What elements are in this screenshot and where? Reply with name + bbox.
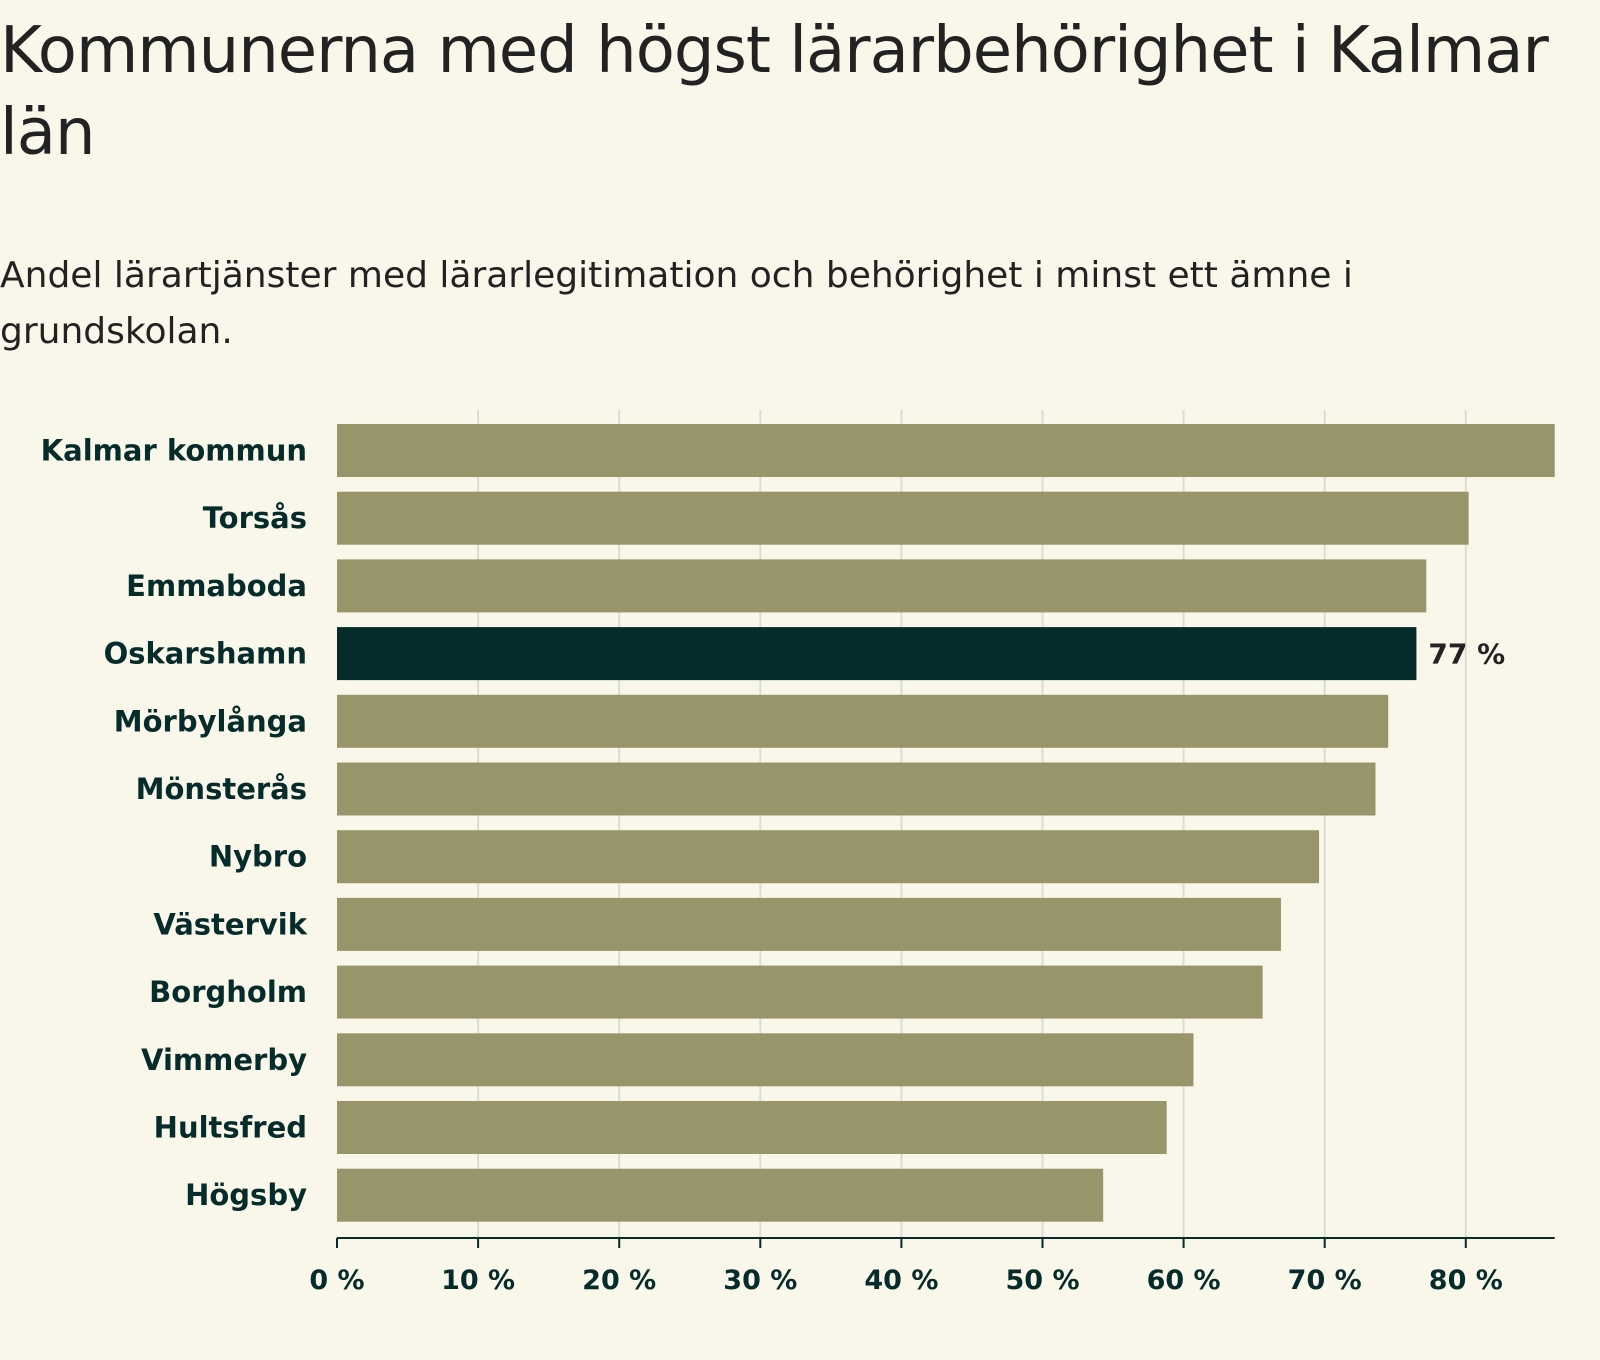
bar	[337, 965, 1263, 1019]
chart-title: Kommunerna med högst lärarbehörighet i K…	[0, 14, 1549, 170]
category-label: Vimmerby	[141, 1043, 307, 1077]
category-label: Hultsfred	[154, 1111, 307, 1145]
category-label: Emmaboda	[126, 569, 307, 603]
bar-highlight	[337, 627, 1417, 681]
x-tick-label: 50 %	[1005, 1265, 1079, 1296]
x-tick-label: 80 %	[1429, 1265, 1503, 1296]
category-label: Borgholm	[149, 975, 307, 1009]
category-label: Oskarshamn	[104, 637, 307, 671]
category-label: Högsby	[185, 1178, 307, 1212]
category-label: Torsås	[203, 501, 307, 535]
bar	[337, 897, 1281, 951]
x-tick-label: 40 %	[864, 1265, 938, 1296]
x-tick-label: 30 %	[723, 1265, 797, 1296]
category-label: Kalmar kommun	[41, 434, 307, 468]
bar	[337, 559, 1427, 613]
bar	[337, 1101, 1167, 1154]
chart-subtitle: Andel lärartjänster med lärarlegitimatio…	[0, 255, 1353, 352]
bar	[337, 694, 1389, 748]
bar	[337, 1033, 1194, 1087]
x-tick-label: 70 %	[1288, 1265, 1362, 1296]
category-label: Nybro	[209, 840, 307, 874]
bar	[337, 491, 1469, 545]
bar	[337, 830, 1320, 884]
x-tick-label: 10 %	[441, 1265, 515, 1296]
bar	[337, 762, 1376, 816]
category-label: Mönsterås	[136, 772, 307, 806]
data-label: 77 %	[1428, 638, 1505, 671]
bar	[337, 424, 1555, 477]
bar	[337, 1168, 1104, 1222]
category-label: Mörbylånga	[114, 704, 307, 738]
x-tick-label: 60 %	[1147, 1265, 1221, 1296]
x-tick-label: 20 %	[582, 1265, 656, 1296]
x-tick-label: 0 %	[309, 1265, 364, 1296]
category-label: Västervik	[153, 907, 307, 941]
